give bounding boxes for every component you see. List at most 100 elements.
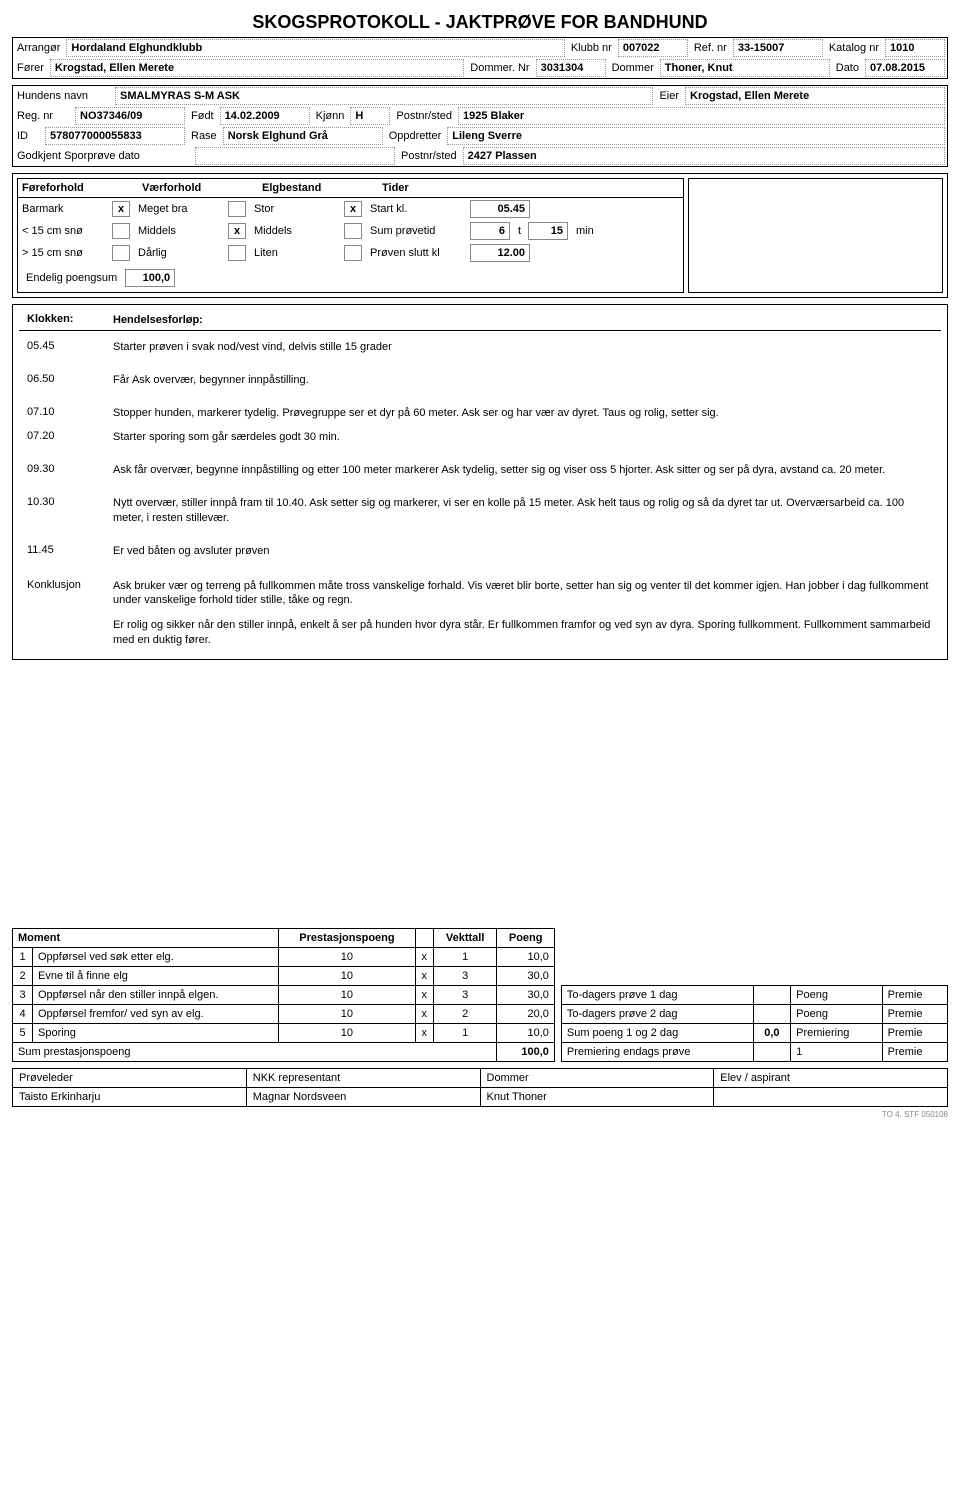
rase-label: Rase bbox=[187, 128, 221, 144]
elg-r1-chk bbox=[344, 223, 362, 239]
moment-poeng: 30,0 bbox=[497, 985, 554, 1004]
moment-poeng: 20,0 bbox=[497, 1004, 554, 1023]
moment-x: x bbox=[415, 985, 433, 1004]
vaer-r1: Middels bbox=[134, 223, 224, 239]
tid-r2-val: 12.00 bbox=[470, 244, 530, 262]
tid-r1-label: Sum prøvetid bbox=[366, 223, 466, 239]
postnr1-value: 1925 Blaker bbox=[458, 107, 945, 125]
role-a: Prøveleder bbox=[13, 1069, 247, 1087]
moment-row: 2Evne til å finne elg10x330,0 bbox=[13, 966, 555, 985]
log-time: 07.20 bbox=[19, 428, 109, 447]
refnr-value: 33-15007 bbox=[733, 39, 823, 57]
klubbnr-label: Klubb nr bbox=[567, 40, 616, 56]
log-text: Nytt overvær, stiller innpå fram til 10.… bbox=[109, 494, 941, 528]
moment-num: 4 bbox=[13, 1004, 33, 1023]
premiering-row: Sum poeng 1 og 2 dag0,0PremieringPremie bbox=[561, 1023, 947, 1042]
eier-value: Krogstad, Ellen Merete bbox=[685, 87, 945, 105]
prem-col2: Poeng bbox=[791, 1004, 883, 1023]
vaer-r0: Meget bra bbox=[134, 201, 224, 217]
moment-label: Evne til å finne elg bbox=[33, 966, 279, 985]
moment-row: 4Oppførsel fremfor/ ved syn av elg.10x22… bbox=[13, 1004, 555, 1023]
refnr-label: Ref. nr bbox=[690, 40, 731, 56]
moment-num: 2 bbox=[13, 966, 33, 985]
sum-value: 100,0 bbox=[497, 1042, 554, 1061]
log-row: 10.30Nytt overvær, stiller innpå fram ti… bbox=[19, 491, 941, 531]
moment-num: 1 bbox=[13, 947, 33, 966]
prem-val bbox=[753, 1004, 790, 1023]
moment-x: x bbox=[415, 966, 433, 985]
name-b: Magnar Nordsveen bbox=[247, 1088, 481, 1106]
name-d bbox=[714, 1088, 947, 1106]
prem-col3: Premie bbox=[882, 1023, 947, 1042]
prem-col2: Premiering bbox=[791, 1023, 883, 1042]
endelig-label: Endelig poengsum bbox=[22, 270, 121, 286]
log-row: 05.45Starter prøven i svak nod/vest vind… bbox=[19, 335, 941, 360]
vaer-r0-chk bbox=[228, 201, 246, 217]
log-time: 07.10 bbox=[19, 404, 109, 423]
prem-val: 0,0 bbox=[753, 1023, 790, 1042]
elg-r0: Stor bbox=[250, 201, 340, 217]
konklusjon-label: Konklusjon bbox=[19, 577, 109, 611]
vaer-r2-chk bbox=[228, 245, 246, 261]
elg-r1: Middels bbox=[250, 223, 340, 239]
oppdretter-label: Oppdretter bbox=[385, 128, 446, 144]
forer-label: Fører bbox=[13, 60, 48, 76]
doc-id: TO 4, STF 050108 bbox=[12, 1107, 948, 1119]
kjonn-label: Kjønn bbox=[312, 108, 349, 124]
prem-label: To-dagers prøve 1 dag bbox=[561, 985, 753, 1004]
vekt-header: Vekttall bbox=[433, 928, 497, 947]
role-d: Elev / aspirant bbox=[714, 1069, 947, 1087]
prem-col3: Premie bbox=[882, 1004, 947, 1023]
moment-x: x bbox=[415, 1023, 433, 1042]
prem-col2: Poeng bbox=[791, 985, 883, 1004]
hundensnavn-label: Hundens navn bbox=[13, 88, 113, 104]
prest-header: Prestasjonspoeng bbox=[279, 928, 416, 947]
name-a: Taisto Erkinharju bbox=[13, 1088, 247, 1106]
fodt-label: Født bbox=[187, 108, 218, 124]
log-text: Ask får overvær, begynne innpåstilling o… bbox=[109, 461, 941, 480]
vaer-r1-chk: x bbox=[228, 223, 246, 239]
moment-header: Moment bbox=[13, 928, 279, 947]
log-text: Stopper hunden, markerer tydelig. Prøveg… bbox=[109, 404, 941, 423]
moment-prest: 10 bbox=[279, 947, 416, 966]
dommer-value: Thoner, Knut bbox=[660, 59, 830, 77]
katalognr-value: 1010 bbox=[885, 39, 945, 57]
moment-prest: 10 bbox=[279, 1004, 416, 1023]
log-row: 07.10Stopper hunden, markerer tydelig. P… bbox=[19, 401, 941, 426]
premiering-row: To-dagers prøve 1 dag PoengPremie bbox=[561, 985, 947, 1004]
log-row: 06.50Får Ask overvær, begynner innpåstil… bbox=[19, 368, 941, 393]
fore-r0-chk: x bbox=[112, 201, 130, 217]
log-box: Klokken: Hendelsesforløp: 05.45Starter p… bbox=[12, 304, 948, 660]
konklusjon-0: Ask bruker vær og terreng på fullkommen … bbox=[109, 577, 941, 611]
tid-r1-h: 6 bbox=[470, 222, 510, 240]
regnr-label: Reg. nr bbox=[13, 108, 73, 124]
dato-value: 07.08.2015 bbox=[865, 59, 945, 77]
moment-vekt: 2 bbox=[433, 1004, 497, 1023]
rase-value: Norsk Elghund Grå bbox=[223, 127, 383, 145]
premiering-row: Premiering endags prøve1Premie bbox=[561, 1042, 947, 1061]
moment-x: x bbox=[415, 947, 433, 966]
dog-box: Hundens navn SMALMYRAS S-M ASK Eier Krog… bbox=[12, 85, 948, 167]
hendelse-header: Hendelsesforløp: bbox=[109, 311, 941, 330]
fore-r0: Barmark bbox=[18, 201, 108, 217]
hundensnavn-value: SMALMYRAS S-M ASK bbox=[115, 87, 653, 105]
log-time: 05.45 bbox=[19, 338, 109, 357]
moment-prest: 10 bbox=[279, 1023, 416, 1042]
fore-header: Føreforhold bbox=[18, 179, 138, 197]
tid-r1-m: 15 bbox=[528, 222, 568, 240]
moment-num: 3 bbox=[13, 985, 33, 1004]
prem-col3: Premie bbox=[882, 985, 947, 1004]
godkjent-value bbox=[195, 147, 395, 165]
tid-r0-label: Start kl. bbox=[366, 201, 466, 217]
fodt-value: 14.02.2009 bbox=[220, 107, 310, 125]
id-value: 578077000055833 bbox=[45, 127, 185, 145]
postnr2-value: 2427 Plassen bbox=[463, 147, 945, 165]
moment-label: Oppførsel fremfor/ ved syn av elg. bbox=[33, 1004, 279, 1023]
eier-label: Eier bbox=[655, 88, 683, 104]
arrangor-label: Arrangør bbox=[13, 40, 64, 56]
oppdretter-value: Lileng Sverre bbox=[447, 127, 945, 145]
log-text: Er ved båten og avsluter prøven bbox=[109, 542, 941, 561]
moment-poeng: 10,0 bbox=[497, 947, 554, 966]
conditions-box: Føreforhold Værforhold Elgbestand Tider … bbox=[12, 173, 948, 298]
postnr1-label: Postnr/sted bbox=[392, 108, 456, 124]
